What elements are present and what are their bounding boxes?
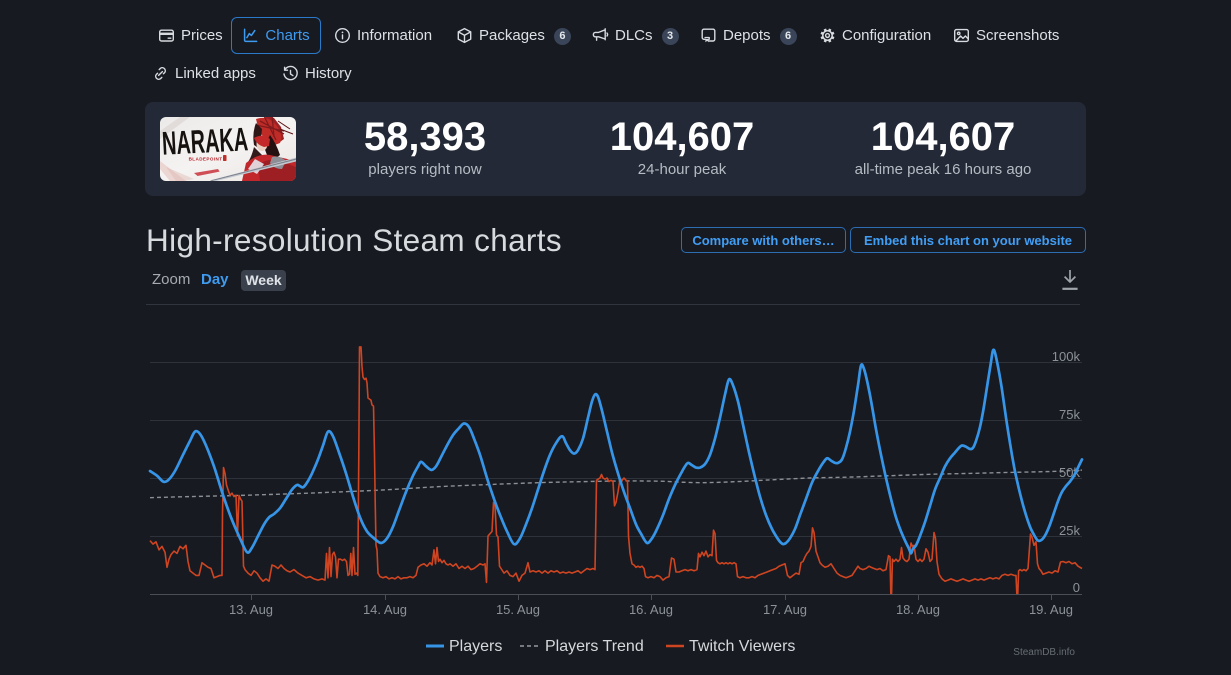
svg-text:0: 0	[1073, 580, 1080, 595]
svg-text:NARAKA: NARAKA	[161, 120, 249, 161]
svg-text:18. Aug: 18. Aug	[896, 602, 940, 617]
svg-text:17. Aug: 17. Aug	[763, 602, 807, 617]
svg-text:100k: 100k	[1052, 349, 1081, 364]
svg-text:16. Aug: 16. Aug	[629, 602, 673, 617]
svg-text:75k: 75k	[1059, 407, 1080, 422]
svg-text:Players: Players	[449, 638, 502, 655]
svg-text:15. Aug: 15. Aug	[496, 602, 540, 617]
svg-text:Twitch Viewers: Twitch Viewers	[689, 638, 795, 655]
svg-text:25k: 25k	[1059, 523, 1080, 538]
svg-text:19. Aug: 19. Aug	[1029, 602, 1073, 617]
svg-text:BLADEPOINT: BLADEPOINT	[189, 157, 223, 162]
svg-text:13. Aug: 13. Aug	[229, 602, 273, 617]
svg-text:SteamDB.info: SteamDB.info	[1013, 647, 1075, 658]
svg-text:14. Aug: 14. Aug	[363, 602, 407, 617]
svg-text:Players Trend: Players Trend	[545, 638, 644, 655]
